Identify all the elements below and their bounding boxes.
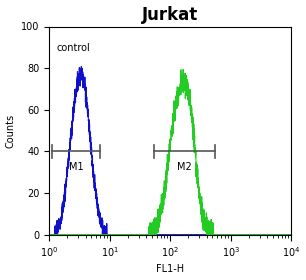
Text: M2: M2 <box>177 162 192 172</box>
X-axis label: FL1-H: FL1-H <box>156 264 184 274</box>
Text: control: control <box>56 43 90 53</box>
Y-axis label: Counts: Counts <box>6 113 16 148</box>
Text: M1: M1 <box>69 162 83 172</box>
Title: Jurkat: Jurkat <box>142 6 198 24</box>
